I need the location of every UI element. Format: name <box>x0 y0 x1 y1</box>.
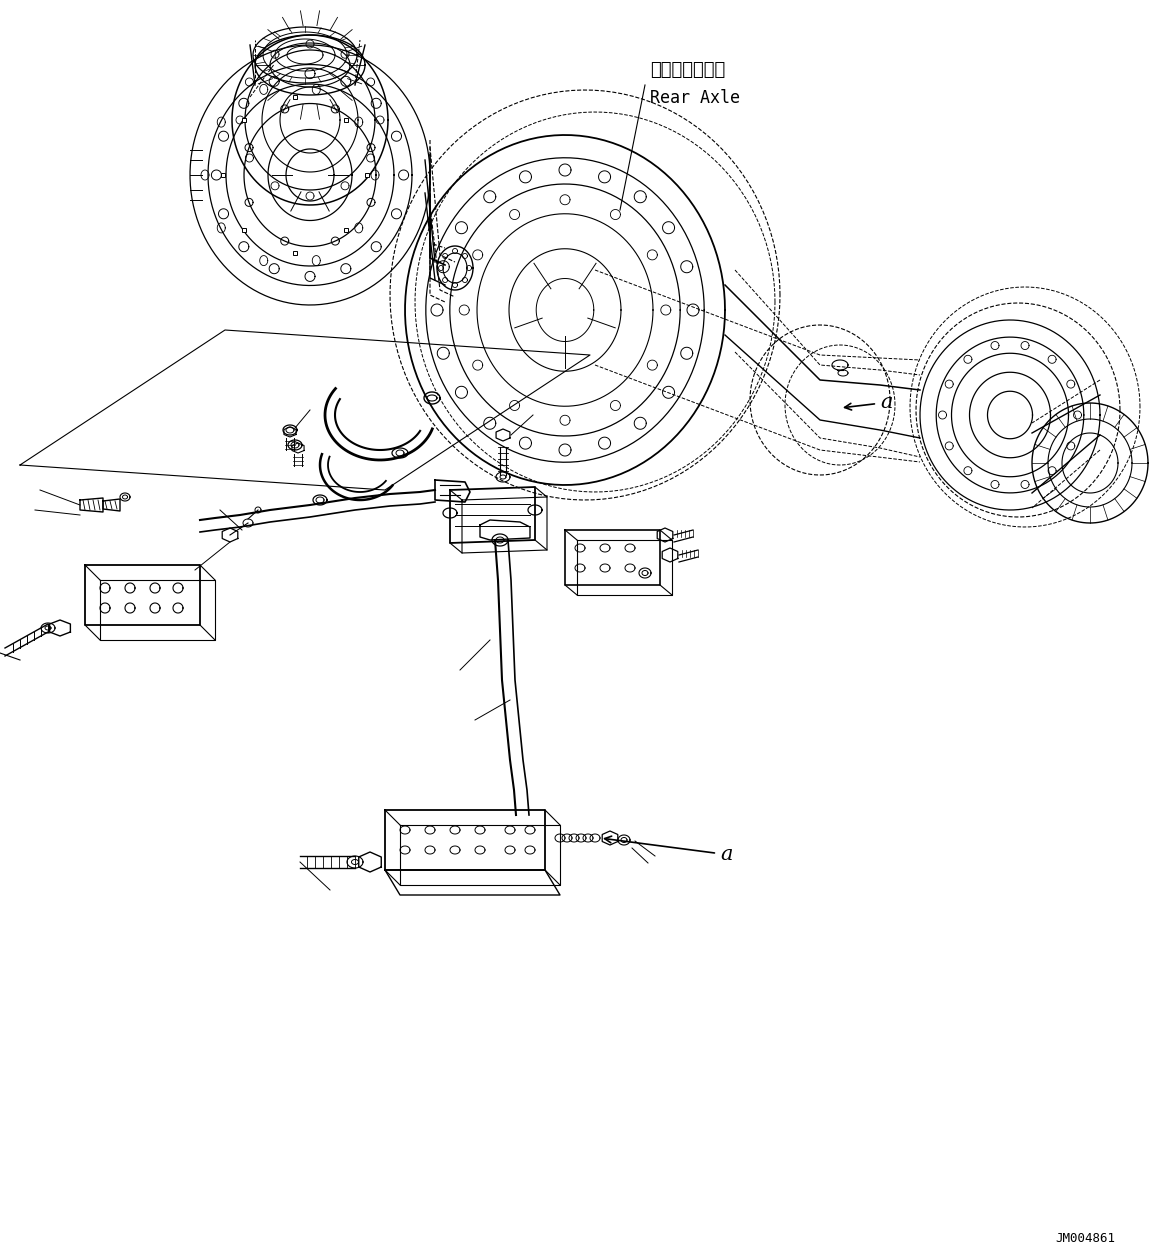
Text: リヤーアクスル: リヤーアクスル <box>650 60 726 79</box>
Text: Rear Axle: Rear Axle <box>650 89 740 107</box>
Text: a: a <box>605 837 733 864</box>
Text: a: a <box>844 393 892 412</box>
Text: JM004861: JM004861 <box>1055 1232 1115 1245</box>
